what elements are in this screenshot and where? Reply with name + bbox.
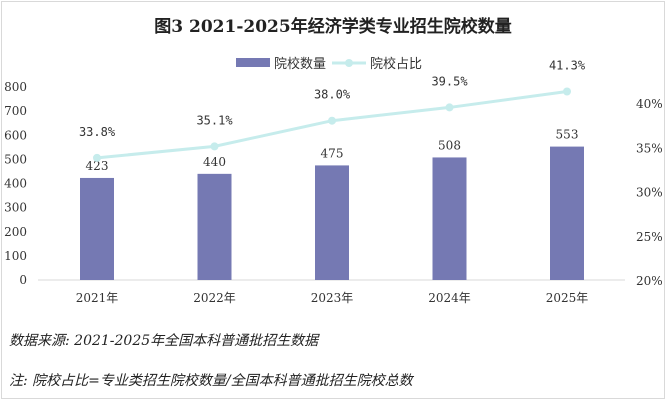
left-tick-label: 400 [4,177,27,191]
right-tick-label: 40% [636,97,663,111]
line-value-label: 39.5% [431,74,468,88]
x-tick-label: 2021年 [76,291,119,305]
right-tick-label: 30% [636,186,663,200]
left-tick-label: 600 [4,128,27,142]
chart-title: 图3 2021-2025年经济学类专业招生院校数量 [154,17,512,37]
legend-bar-label: 院校数量 [274,56,326,72]
right-tick-label: 35% [636,141,663,155]
line-point [563,87,571,96]
x-tick-label: 2023年 [311,291,354,305]
right-tick-label: 25% [636,230,663,244]
bar [315,165,349,280]
line-point [445,103,454,112]
right-tick-label: 20% [636,274,663,288]
left-tick-label: 200 [4,225,27,239]
line-point [210,142,219,151]
legend-line-label: 院校占比 [370,56,422,72]
left-tick-label: 100 [4,249,27,263]
line-point [328,116,336,125]
line-point [93,153,101,162]
bar-value-label: 553 [556,128,579,142]
left-tick-label: 800 [4,80,27,94]
bar [432,157,467,280]
left-tick-label: 500 [4,152,27,166]
source-note: 数据来源: 2021-2025年全国本科普通批招生数据 [9,333,319,349]
left-tick-label: 300 [4,201,27,215]
bar-value-label: 508 [438,138,461,152]
legend-line-marker [345,59,353,67]
bar [197,173,232,280]
line-value-label: 33.8% [79,125,116,139]
bar-value-label: 475 [321,146,344,160]
bar-value-label: 440 [203,155,226,169]
x-tick-label: 2024年 [428,291,471,305]
line-value-label: 35.1% [196,113,233,127]
bar [80,177,114,280]
bar-value-label: 423 [86,159,109,173]
x-tick-label: 2025年 [546,291,589,305]
left-tick-label: 0 [19,273,27,287]
x-tick-label: 2022年 [193,291,236,305]
left-tick-label: 700 [4,104,27,118]
bar [550,146,584,280]
line-value-label: 41.3% [549,58,586,72]
footnote: 注: 院校占比=专业类招生院校数量/全国本科普通批招生院校总数 [9,373,413,389]
line-value-label: 38.0% [314,88,351,102]
legend-bar-swatch [236,58,270,67]
